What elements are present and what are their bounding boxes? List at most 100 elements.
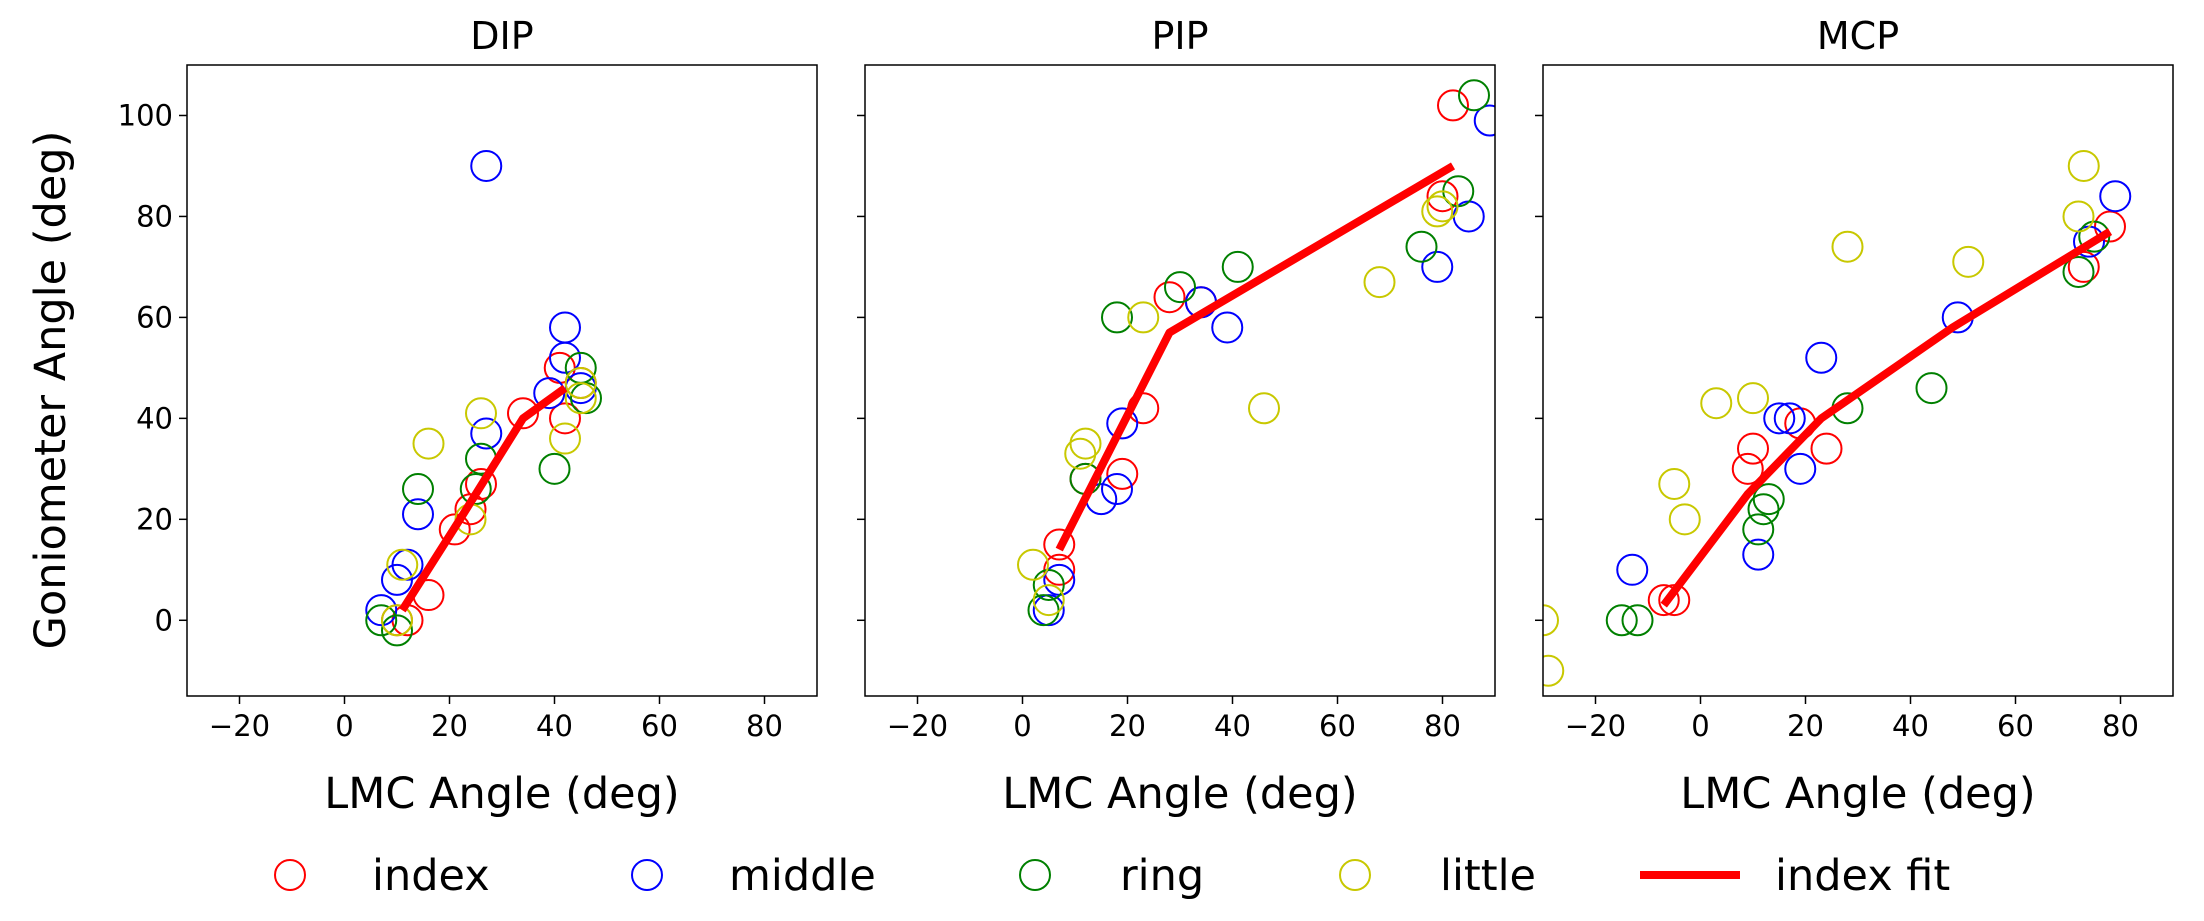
- point-ring: [1221, 250, 1254, 283]
- fit-line: [1055, 162, 1456, 552]
- point-ring: [381, 614, 413, 647]
- point-index: [549, 402, 581, 435]
- point-middle: [1473, 104, 1495, 137]
- point-index: [2094, 210, 2126, 243]
- point-little: [381, 604, 413, 637]
- x-tick-label: 20: [1109, 709, 1146, 743]
- legend-item: little: [1339, 851, 1536, 901]
- point-little: [2067, 149, 2100, 182]
- point-ring: [1458, 79, 1490, 112]
- point-middle: [2099, 180, 2132, 213]
- x-tick-label: 60: [1997, 709, 2034, 743]
- point-index: [1106, 457, 1139, 490]
- point-middle: [470, 149, 503, 182]
- point-middle: [1763, 402, 1796, 435]
- panel-title: DIP: [470, 14, 533, 58]
- point-index: [1737, 432, 1769, 465]
- point-ring: [1621, 604, 1654, 637]
- point-ring: [1101, 301, 1133, 334]
- point-index: [1731, 452, 1764, 485]
- point-ring: [1742, 513, 1775, 546]
- point-ring: [1032, 568, 1065, 601]
- point-middle: [1805, 341, 1838, 374]
- y-tick-label: 80: [136, 199, 173, 233]
- point-middle: [402, 498, 434, 531]
- point-little: [1952, 245, 1985, 278]
- x-tick-label: 0: [1691, 709, 1709, 743]
- point-little: [1127, 301, 1160, 334]
- point-index: [438, 513, 471, 546]
- point-middle: [1742, 538, 1775, 571]
- point-ring: [1915, 372, 1948, 405]
- point-little: [564, 382, 597, 415]
- point-little: [1421, 195, 1454, 228]
- plot-area: [1543, 149, 2132, 687]
- x-axis-title: LMC Angle (deg): [1680, 769, 2035, 819]
- point-ring: [459, 473, 492, 506]
- point-little: [412, 427, 445, 460]
- point-ring: [1752, 483, 1785, 516]
- legend-item: ring: [1019, 851, 1204, 901]
- x-tick-label: 40: [1892, 709, 1929, 743]
- panel-pip: PIP −20 0 20 40 60 80 LMC Angle (deg): [857, 14, 1496, 819]
- panel-mcp: MCP −20 0 20 40 60 80 LMC Angle (deg): [1535, 14, 2174, 819]
- point-index: [1810, 432, 1843, 465]
- point-ring: [365, 604, 398, 637]
- x-axis-title: LMC Angle (deg): [324, 769, 679, 819]
- x-tick-label: 80: [1424, 709, 1461, 743]
- point-middle: [549, 341, 581, 374]
- point-little: [1658, 467, 1691, 500]
- y-tick-label: 100: [118, 98, 173, 132]
- point-index: [1426, 180, 1459, 213]
- point-little: [1668, 503, 1701, 536]
- fit-line: [1660, 228, 2113, 608]
- y-tick-label: 20: [136, 502, 173, 536]
- point-index: [1043, 528, 1076, 561]
- legend: index middle ring little index fit: [274, 851, 1950, 901]
- x-tick-label: 80: [2102, 709, 2139, 743]
- x-tick-label: 40: [1214, 709, 1251, 743]
- point-middle: [1101, 473, 1133, 506]
- x-axis-title: LMC Angle (deg): [1002, 769, 1357, 819]
- plot-frame: [1542, 64, 2174, 697]
- point-ring: [1164, 271, 1196, 304]
- point-little: [1543, 654, 1565, 687]
- point-index: [1437, 89, 1469, 122]
- point-little: [1069, 427, 1102, 460]
- point-index: [465, 467, 497, 500]
- x-tick-label: 0: [335, 709, 353, 743]
- panel-dip: DIP −20 0 20 40 60 80 0 20 40 60 80 100 LMC Angle (de…: [118, 14, 818, 819]
- point-middle: [549, 311, 581, 344]
- legend-label: index: [372, 851, 490, 901]
- legend-label: ring: [1120, 851, 1204, 901]
- x-tick-label: −20: [1565, 709, 1626, 743]
- point-middle: [1784, 452, 1817, 485]
- y-tick-label: 60: [136, 300, 173, 334]
- plot-area: [365, 149, 602, 647]
- fit-line: [398, 384, 568, 613]
- point-little: [1032, 584, 1065, 617]
- x-tick-label: −20: [887, 709, 948, 743]
- point-ring: [1405, 230, 1438, 263]
- legend-item: middle: [631, 851, 876, 901]
- point-little: [1700, 387, 1733, 420]
- legend-label: middle: [729, 851, 876, 901]
- legend-marker-icon: [631, 859, 663, 891]
- panel-title: MCP: [1817, 14, 1899, 58]
- point-index: [507, 397, 539, 430]
- legend-marker-icon: [1019, 859, 1051, 891]
- point-little: [465, 397, 497, 430]
- point-ring: [402, 473, 434, 506]
- point-ring: [1605, 604, 1638, 637]
- point-little: [1248, 392, 1280, 425]
- point-middle: [1616, 553, 1649, 586]
- point-little: [1017, 548, 1049, 581]
- x-tick-label: 80: [746, 709, 783, 743]
- point-middle: [365, 594, 398, 627]
- legend-marker-icon: [274, 859, 306, 891]
- legend-marker-icon: [1339, 859, 1371, 891]
- point-index: [1647, 584, 1680, 617]
- plot-area: [1017, 79, 1495, 627]
- legend-item: index: [274, 851, 490, 901]
